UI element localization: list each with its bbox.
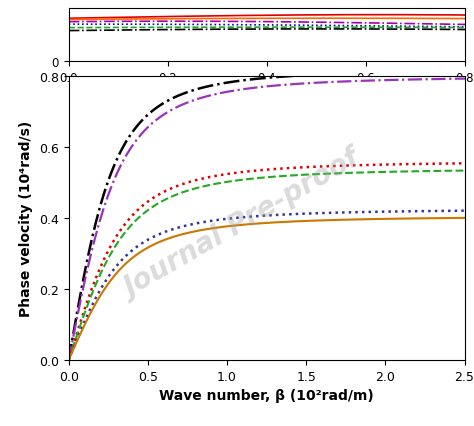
X-axis label: Wave number, β (10²rad/m): Wave number, β (10²rad/m) [159,388,374,402]
Text: Journal Pre-proof: Journal Pre-proof [120,145,366,303]
X-axis label: Wave number, β (10²rad/m): Wave number, β (10²rad/m) [164,90,369,103]
Y-axis label: Phase velocity (10⁴rad/s): Phase velocity (10⁴rad/s) [19,121,34,316]
